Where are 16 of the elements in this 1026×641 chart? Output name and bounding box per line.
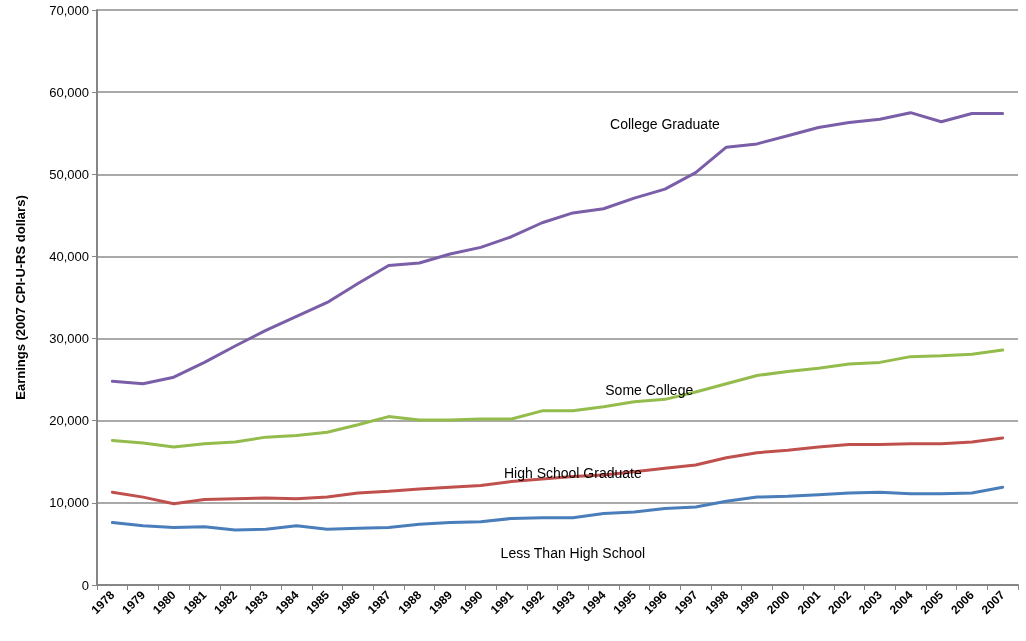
y-axis-title: Earnings (2007 CPI-U-RS dollars): [13, 195, 28, 400]
y-tick-label: 50,000: [49, 166, 89, 182]
line-series: [110, 436, 1005, 506]
y-tick-label: 70,000: [49, 2, 89, 18]
y-tick-label: 20,000: [49, 413, 89, 429]
line-series: [110, 348, 1005, 449]
y-tick-label: 10,000: [49, 495, 89, 511]
line-series: [110, 111, 1005, 386]
line-series: [110, 485, 1005, 532]
y-tick-label: 60,000: [49, 84, 89, 100]
series-label: Some College: [605, 381, 694, 398]
y-tick-label: 30,000: [49, 331, 89, 347]
y-tick-label: 40,000: [49, 248, 89, 264]
y-tick-label: 0: [81, 577, 89, 593]
series-label: Less Than High School: [500, 544, 646, 561]
series-label: College Graduate: [610, 116, 721, 133]
